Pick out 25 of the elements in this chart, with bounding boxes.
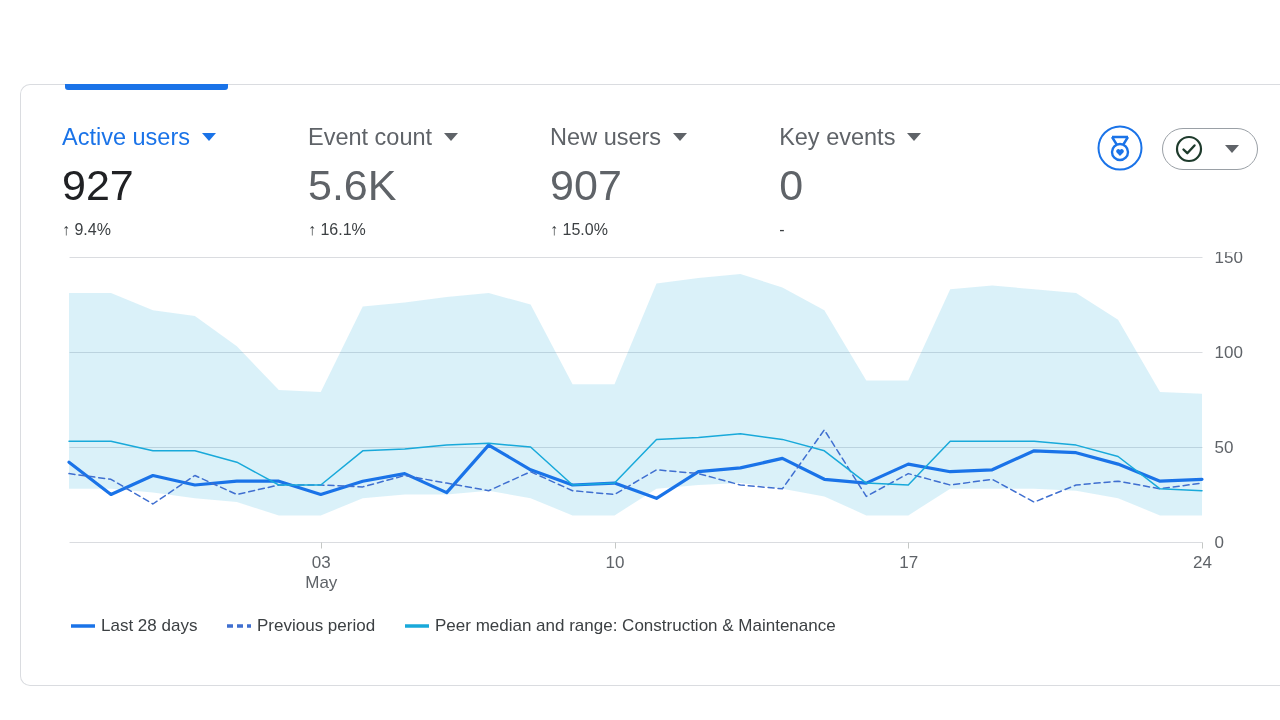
line-series	[68, 429, 1203, 505]
x-tick-label: 24	[1193, 552, 1212, 572]
text: ↑ 9.4%	[62, 221, 112, 239]
legend-label: Peer median and range: Construction & Maintenance	[435, 616, 836, 635]
text: ↑ 16.1%	[308, 221, 367, 239]
x-tick-label: 03 May	[305, 552, 338, 592]
legend-label: Previous period	[257, 616, 376, 635]
x-tick-label: 10	[605, 552, 625, 572]
line-series	[67, 443, 1204, 500]
y-tick-label: 0	[1214, 532, 1224, 552]
legend-label: Last 28 days	[101, 616, 198, 635]
text: Key events	[779, 124, 896, 150]
text: Event count	[308, 124, 433, 150]
text: New users	[550, 124, 662, 150]
y-tick-label: 100	[1214, 342, 1243, 362]
x-tick-label: 17	[899, 552, 919, 572]
y-tick-label: 50	[1214, 437, 1234, 457]
text: 907	[550, 161, 623, 209]
line-series	[68, 432, 1203, 492]
text: Active users	[62, 124, 190, 150]
text: ↑ 15.0%	[550, 221, 609, 239]
text: 5.6K	[308, 161, 398, 209]
text: -	[779, 221, 786, 239]
text: 927	[62, 161, 135, 209]
text: 0	[779, 161, 805, 209]
